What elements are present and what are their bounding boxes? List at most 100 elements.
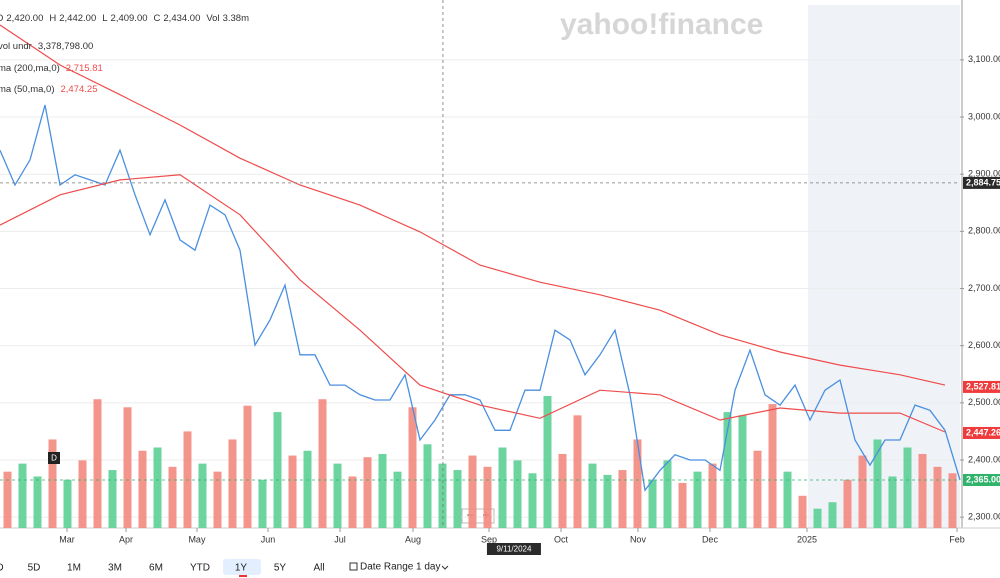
range-button[interactable]: 5Y [274,563,287,574]
volume-bar [708,463,717,528]
range-button[interactable]: 5D [28,563,41,574]
x-tick-label: Jul [334,534,346,544]
volume-bar [108,470,117,528]
ohlc-value: 2,409.00 [111,13,148,24]
y-tick-label: 2,300.00 [968,512,1000,522]
y-tick-label: 2,400.00 [968,454,1000,464]
watermark: yahoo!finance [560,8,763,41]
ma-legend: ma (50,ma,0) 2,474.25 [0,84,97,95]
volume-bar [93,399,102,528]
volume-bar [918,453,927,528]
range-button[interactable]: All [313,563,324,574]
interval-button[interactable]: 1 day [416,562,440,573]
date-range-button[interactable]: Date Range [360,562,414,573]
ma-name: ma (50,ma,0) [0,84,55,95]
range-button[interactable]: 3M [108,563,122,574]
event-marker-label: D [51,454,57,463]
price-line [0,104,961,492]
volume-bar [528,473,537,528]
volume-bar [573,415,582,528]
volume-bar [723,412,732,528]
y-tick-label: 2,600.00 [968,340,1000,350]
volume-bar [648,479,657,528]
x-tick-label: 2025 [797,534,817,544]
calendar-icon [349,562,358,571]
ohlc-name: H [49,13,56,24]
volume-bar [783,471,792,528]
volume-bar [618,470,627,528]
volume-bar [33,476,42,528]
volume-bar [693,471,702,528]
moving-average-line [0,24,946,386]
volume-bar [258,479,267,528]
volume-bar [273,412,282,528]
shaded-region [808,5,960,528]
volume-bar [753,450,762,528]
volume-bar [243,405,252,528]
volume-bar [213,471,222,528]
volume-bar [858,455,867,528]
x-tick-label: Sep [481,534,497,544]
ohlc-name: C [154,13,161,24]
y-tick-label: 2,800.00 [968,226,1000,236]
event-marker [48,452,60,464]
volume-bar [378,453,387,528]
volume-bar [153,447,162,528]
volume-bar [168,466,177,528]
volume-bar [873,439,882,528]
volume-bar [138,450,147,528]
volume-bar [303,450,312,528]
x-tick-label: Aug [405,534,421,544]
volume-bar [588,463,597,528]
ohlc-name: L [102,13,107,24]
volume-bar [513,460,522,528]
x-tick-label: Dec [702,534,719,544]
volume-bar [498,447,507,528]
volume-bar [48,439,57,528]
ohlc-value: 3.38m [223,13,249,24]
ohlc-name: O [0,13,3,24]
price-tag-label: 2,447.26 [966,427,1000,437]
interval-caret [441,565,449,570]
volume-bar [663,460,672,528]
volume-bar [363,457,372,528]
y-tick-label: 2,500.00 [968,397,1000,407]
volume-bar [738,415,747,528]
crosshair-price-box [963,176,1000,189]
volume-bar [333,463,342,528]
price-tag [963,380,1000,393]
moving-average-line [0,174,946,433]
volume-bar [903,447,912,528]
volume-bar [288,455,297,528]
range-button[interactable]: D [0,563,4,574]
ohlc-legend: O2,420.00 H2,442.00 L 2,409.00 C2,434.00 Vol 3… [0,13,249,24]
ohlc-value: 2,442.00 [59,13,96,24]
volume-bar [318,399,327,528]
range-button[interactable]: 6M [149,563,163,574]
volume-bar [813,508,822,528]
crosshair-price: 2,884.75 [966,177,1000,187]
y-tick-label: 3,100.00 [968,54,1000,64]
range-button[interactable]: 1M [67,563,81,574]
price-tag [963,426,1000,439]
volume-legend: vol undr 3,378,798.00 [0,41,93,52]
volume-bar [78,460,87,528]
x-tick-label: Feb [949,534,965,544]
range-button[interactable]: YTD [190,563,210,574]
volume-bar [768,404,777,528]
x-tick-label: May [188,534,206,544]
volume-bar [933,466,942,528]
volume-bar [198,463,207,528]
y-tick-label: 2,700.00 [968,283,1000,293]
volume-bar [558,453,567,528]
range-button[interactable]: 1Y [235,563,248,574]
volume-bar [798,495,807,528]
volume-bar [633,439,642,528]
volume-value: 3,378,798.00 [38,41,93,52]
ma-value: 2,474.25 [61,84,98,95]
volume-bar [678,482,687,528]
price-tag-label: 2,365.00 [966,474,1000,484]
x-tick-label: Mar [59,534,75,544]
crosshair-date-box [486,543,541,555]
